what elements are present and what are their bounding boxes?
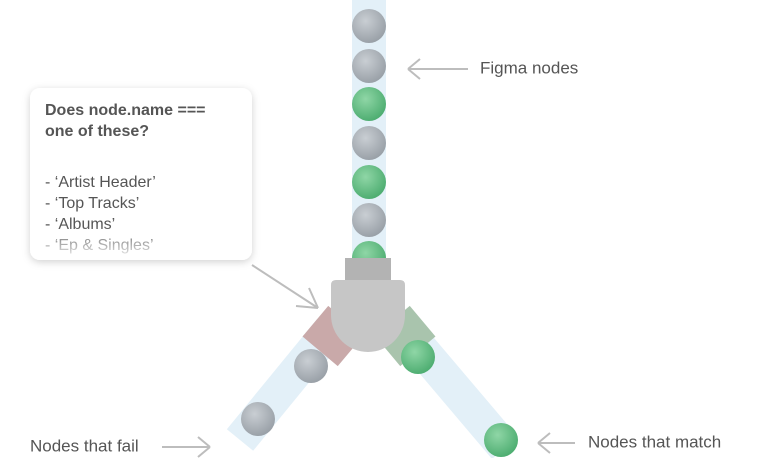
arrows (162, 58, 575, 458)
match-ball (484, 423, 518, 457)
match-label: Nodes that match (588, 432, 721, 451)
fade (32, 226, 250, 256)
fail-ball (294, 349, 328, 383)
callout-item: - ‘Top Tracks’ (45, 195, 139, 212)
fail-ball (241, 402, 275, 436)
sorter-top (345, 258, 391, 282)
fail-outlet (302, 305, 364, 367)
match-ball (401, 340, 435, 374)
input-label: Figma nodes (480, 58, 578, 77)
callout-question: Does node.name === (45, 102, 206, 119)
match-outlet (374, 305, 436, 367)
callout-box (30, 88, 252, 260)
sorter (331, 280, 405, 352)
fail-label: Nodes that fail (30, 436, 139, 455)
callout-question: one of these? (45, 123, 149, 140)
callout-item: - ‘Artist Header’ (45, 174, 156, 191)
